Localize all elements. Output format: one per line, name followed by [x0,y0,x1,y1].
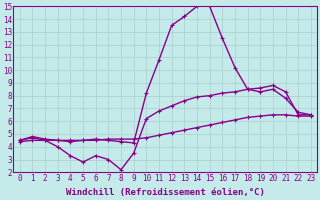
X-axis label: Windchill (Refroidissement éolien,°C): Windchill (Refroidissement éolien,°C) [66,188,265,197]
